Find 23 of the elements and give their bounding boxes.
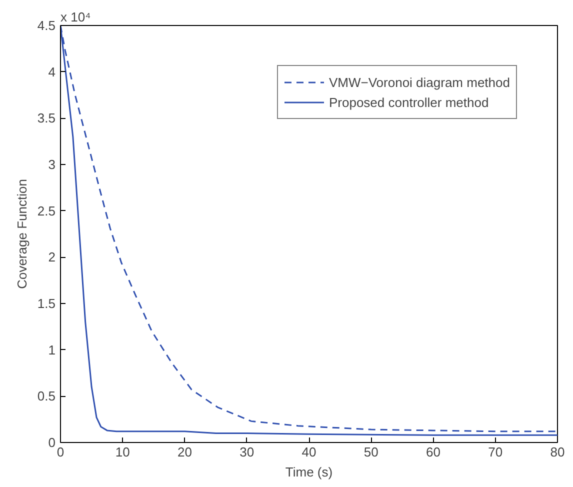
y-tick-label: 2 xyxy=(48,250,56,265)
y-tick-label: 3.5 xyxy=(37,110,56,126)
x-tick-label: 80 xyxy=(550,444,565,460)
x-axis-title: Time (s) xyxy=(285,464,333,480)
x-tick-label: 20 xyxy=(178,444,192,460)
x-tick-label: 50 xyxy=(364,444,378,460)
x-tick-label: 70 xyxy=(488,444,503,460)
x-tick-label: 60 xyxy=(426,444,440,460)
x-tick-label: 40 xyxy=(302,444,316,460)
y-tick-label: 4 xyxy=(48,64,56,80)
x-tick-label: 10 xyxy=(115,444,130,460)
y-tick-label: 0 xyxy=(48,435,56,450)
text: x 10⁴ xyxy=(60,10,91,24)
y-axis-title: Coverage Function xyxy=(14,179,30,289)
y-tick-label: 0.5 xyxy=(37,388,56,404)
x-tick-label: 30 xyxy=(240,444,254,460)
y-tick-label: 1 xyxy=(48,342,56,358)
y-tick-label: 2.5 xyxy=(37,203,56,218)
y-tick-label: 3 xyxy=(48,157,56,172)
legend-label: Proposed controller method xyxy=(328,94,489,110)
y-tick-label: 4.5 xyxy=(37,18,56,33)
y-tick-label: 1.5 xyxy=(37,296,56,311)
legend-label: VMW−Voronoi diagram method xyxy=(328,74,510,90)
